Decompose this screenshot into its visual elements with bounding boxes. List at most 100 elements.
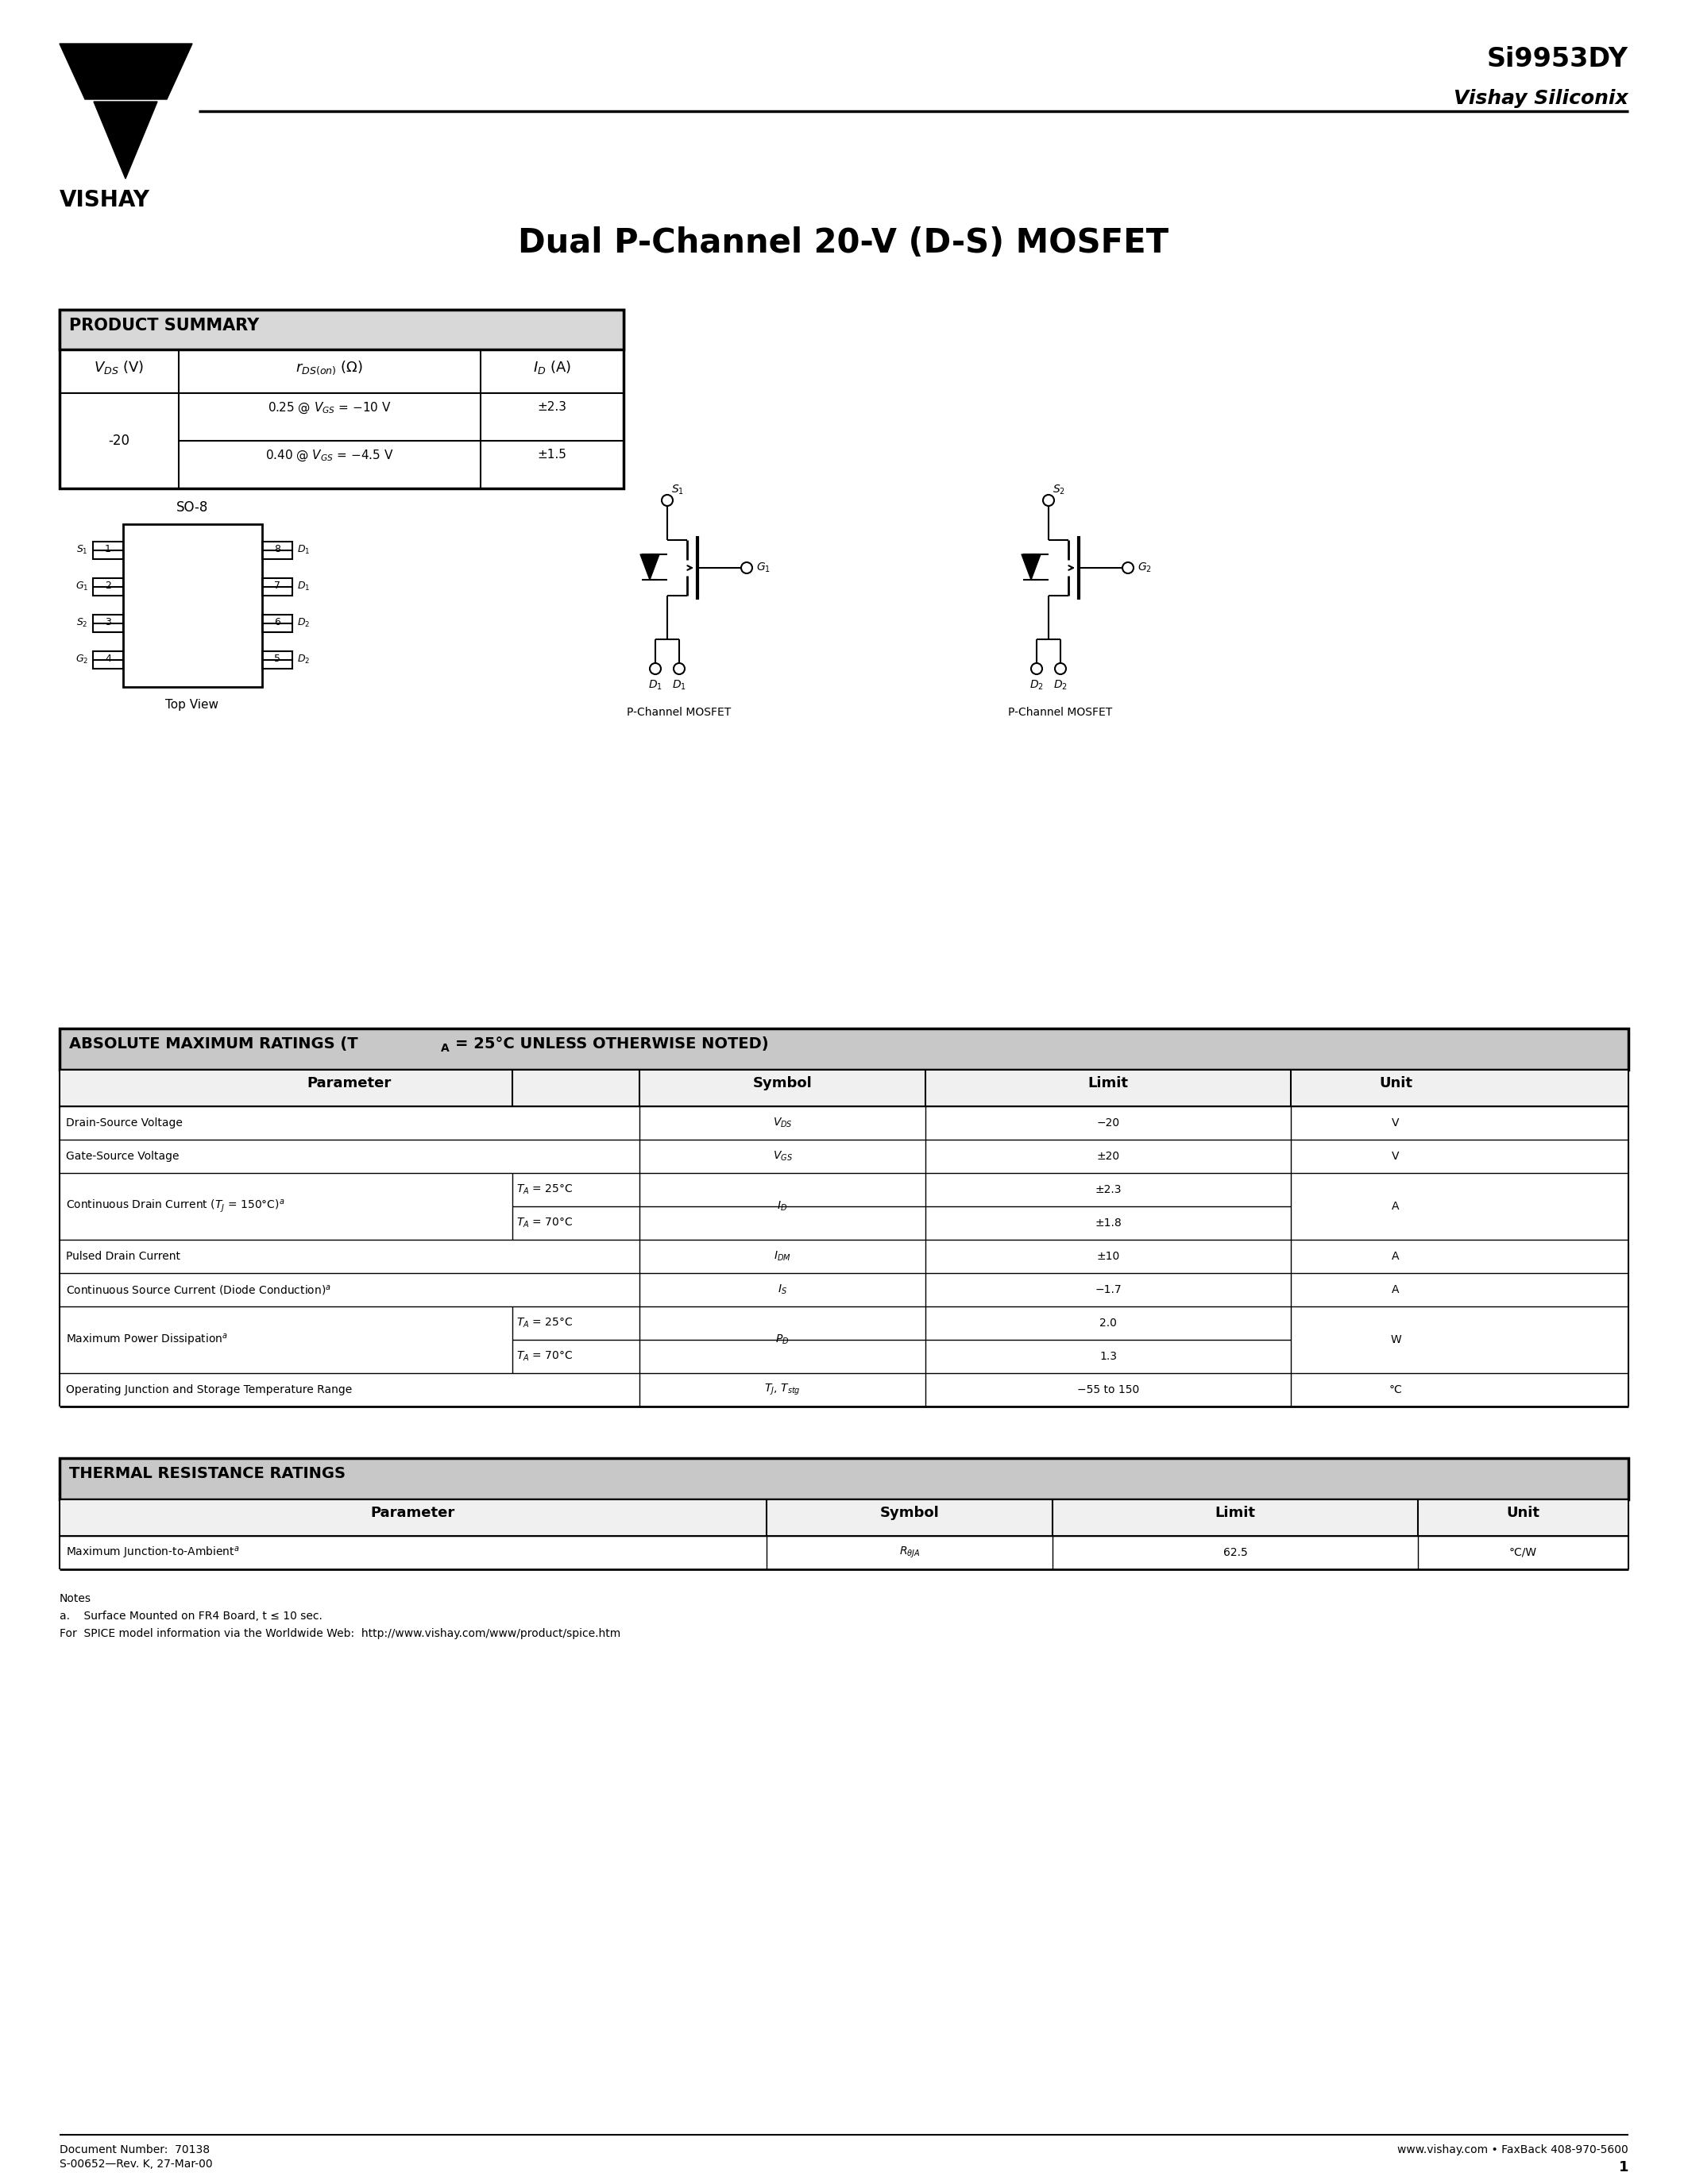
Text: $D_2$: $D_2$	[297, 653, 311, 666]
Text: 1: 1	[105, 544, 111, 555]
Text: = 25°C UNLESS OTHERWISE NOTED): = 25°C UNLESS OTHERWISE NOTED)	[456, 1037, 768, 1051]
Text: $I_{DM}$: $I_{DM}$	[773, 1249, 792, 1262]
Text: Maximum Power Dissipation$^a$: Maximum Power Dissipation$^a$	[66, 1332, 228, 1348]
Text: V: V	[1393, 1118, 1399, 1129]
Text: Maximum Junction-to-Ambient$^a$: Maximum Junction-to-Ambient$^a$	[66, 1544, 240, 1559]
Polygon shape	[59, 44, 192, 98]
Text: 62.5: 62.5	[1224, 1546, 1247, 1557]
Text: P-Channel MOSFET: P-Channel MOSFET	[1008, 708, 1112, 719]
Text: VISHAY: VISHAY	[59, 190, 150, 212]
Text: Notes: Notes	[59, 1592, 91, 1605]
Bar	[93, 651, 123, 668]
Text: THERMAL RESISTANCE RATINGS: THERMAL RESISTANCE RATINGS	[69, 1465, 346, 1481]
Text: Symbol: Symbol	[753, 1077, 812, 1090]
Text: $V_{GS}$: $V_{GS}$	[773, 1149, 792, 1162]
Text: Continuous Drain Current ($T_J$ = 150°C)$^a$: Continuous Drain Current ($T_J$ = 150°C)…	[66, 1199, 285, 1214]
Bar	[59, 310, 623, 489]
Text: $G_2$: $G_2$	[1138, 561, 1151, 574]
Text: ±20: ±20	[1097, 1151, 1119, 1162]
Text: 2.0: 2.0	[1099, 1317, 1117, 1328]
Text: A: A	[1393, 1201, 1399, 1212]
Text: 6: 6	[273, 618, 280, 627]
Bar	[93, 614, 123, 631]
Text: $V_{DS}$: $V_{DS}$	[773, 1116, 792, 1129]
Text: A: A	[1393, 1251, 1399, 1262]
Text: Si9953DY: Si9953DY	[1487, 46, 1629, 72]
Bar	[262, 614, 292, 631]
Polygon shape	[1021, 555, 1040, 579]
Text: 4: 4	[105, 653, 111, 664]
Text: $D_2$: $D_2$	[1030, 679, 1043, 692]
Text: S-00652—Rev. K, 27-Mar-00: S-00652—Rev. K, 27-Mar-00	[59, 2158, 213, 2169]
Text: $S_2$: $S_2$	[76, 618, 88, 629]
Text: Top View: Top View	[165, 699, 219, 710]
Text: Vishay Siliconix: Vishay Siliconix	[1453, 90, 1629, 107]
Text: 5: 5	[273, 653, 280, 664]
Text: $D_1$: $D_1$	[672, 679, 687, 692]
Polygon shape	[95, 103, 157, 179]
Text: 1: 1	[1619, 2160, 1629, 2175]
Text: Limit: Limit	[1087, 1077, 1128, 1090]
Text: W: W	[1391, 1334, 1401, 1345]
Text: Gate-Source Voltage: Gate-Source Voltage	[66, 1151, 179, 1162]
Text: PRODUCT SUMMARY: PRODUCT SUMMARY	[69, 317, 260, 334]
Text: Pulsed Drain Current: Pulsed Drain Current	[66, 1251, 181, 1262]
Text: Limit: Limit	[1215, 1505, 1256, 1520]
Text: −20: −20	[1097, 1118, 1119, 1129]
Text: SO-8: SO-8	[176, 500, 208, 515]
Text: For  SPICE model information via the Worldwide Web:  http://www.vishay.com/www/p: For SPICE model information via the Worl…	[59, 1627, 621, 1640]
Polygon shape	[640, 555, 660, 579]
Text: $I_D$ (A): $I_D$ (A)	[533, 358, 571, 376]
Text: $D_1$: $D_1$	[297, 581, 311, 592]
Text: $r_{DS(on)}$ (Ω): $r_{DS(on)}$ (Ω)	[295, 358, 363, 376]
Text: $S_1$: $S_1$	[672, 483, 684, 496]
Text: Document Number:  70138: Document Number: 70138	[59, 2145, 209, 2156]
Text: A: A	[441, 1042, 449, 1055]
Text: Unit: Unit	[1379, 1077, 1413, 1090]
Text: $T_A$ = 70°C: $T_A$ = 70°C	[517, 1216, 574, 1230]
Text: 8: 8	[273, 544, 280, 555]
Text: ±2.3: ±2.3	[1096, 1184, 1121, 1195]
Text: $G_1$: $G_1$	[756, 561, 770, 574]
Bar	[59, 310, 623, 349]
Bar	[93, 542, 123, 559]
Text: -20: -20	[108, 435, 130, 448]
Text: Continuous Source Current (Diode Conduction)$^a$: Continuous Source Current (Diode Conduct…	[66, 1282, 331, 1297]
Text: Unit: Unit	[1506, 1505, 1539, 1520]
Text: ±1.5: ±1.5	[537, 448, 567, 461]
Text: Parameter: Parameter	[371, 1505, 456, 1520]
Text: Operating Junction and Storage Temperature Range: Operating Junction and Storage Temperatu…	[66, 1385, 353, 1396]
Text: $I_D$: $I_D$	[776, 1199, 788, 1212]
Text: 2: 2	[105, 581, 111, 592]
Text: °C/W: °C/W	[1509, 1546, 1536, 1557]
Text: $T_A$ = 70°C: $T_A$ = 70°C	[517, 1350, 574, 1363]
Text: V: V	[1393, 1151, 1399, 1162]
Text: $I_S$: $I_S$	[778, 1284, 787, 1297]
Bar	[59, 1070, 1629, 1107]
Text: $S_2$: $S_2$	[1053, 483, 1065, 496]
Bar	[262, 542, 292, 559]
Text: $V_{DS}$ (V): $V_{DS}$ (V)	[95, 358, 143, 376]
Bar	[59, 1500, 1629, 1535]
Text: °C: °C	[1389, 1385, 1403, 1396]
Text: Drain-Source Voltage: Drain-Source Voltage	[66, 1118, 182, 1129]
Bar	[123, 524, 262, 688]
Text: $R_{\theta JA}$: $R_{\theta JA}$	[900, 1546, 920, 1559]
Text: $T_A$ = 25°C: $T_A$ = 25°C	[517, 1184, 574, 1197]
Text: ABSOLUTE MAXIMUM RATINGS (T: ABSOLUTE MAXIMUM RATINGS (T	[69, 1037, 358, 1051]
Text: $G_1$: $G_1$	[76, 581, 88, 592]
Text: $T_A$ = 25°C: $T_A$ = 25°C	[517, 1317, 574, 1330]
Text: a.    Surface Mounted on FR4 Board, t ≤ 10 sec.: a. Surface Mounted on FR4 Board, t ≤ 10 …	[59, 1610, 322, 1623]
Text: $T_J$, $T_{stg}$: $T_J$, $T_{stg}$	[765, 1382, 800, 1398]
Bar	[59, 1029, 1629, 1070]
Bar	[262, 579, 292, 596]
Text: ±10: ±10	[1097, 1251, 1119, 1262]
Text: ±1.8: ±1.8	[1096, 1216, 1121, 1230]
Text: www.vishay.com • FaxBack 408-970-5600: www.vishay.com • FaxBack 408-970-5600	[1398, 2145, 1629, 2156]
Text: −55 to 150: −55 to 150	[1077, 1385, 1139, 1396]
Text: 0.40 @ $V_{GS}$ = −4.5 V: 0.40 @ $V_{GS}$ = −4.5 V	[265, 448, 393, 463]
Text: Symbol: Symbol	[879, 1505, 939, 1520]
Text: $D_2$: $D_2$	[297, 618, 311, 629]
Bar	[262, 651, 292, 668]
Text: 1.3: 1.3	[1099, 1352, 1117, 1363]
